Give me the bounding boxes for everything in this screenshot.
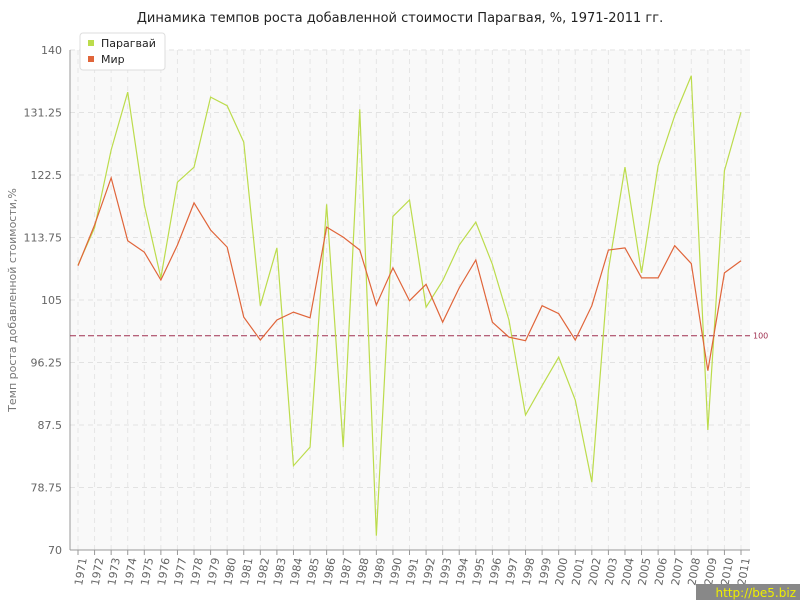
x-tick-label: 1999: [536, 557, 554, 587]
x-tick-label: 2006: [652, 557, 670, 587]
x-tick-label: 2002: [586, 557, 604, 587]
y-tick-label: 78.75: [31, 482, 63, 495]
y-tick-label: 122.5: [31, 169, 63, 182]
x-tick-label: 1992: [420, 557, 438, 587]
x-tick-label: 2003: [603, 557, 621, 587]
y-tick-label: 113.75: [24, 232, 63, 245]
x-tick-label: 1986: [321, 557, 339, 587]
x-tick-label: 1991: [404, 557, 422, 587]
x-tick-label: 1993: [437, 557, 455, 587]
legend-marker: [88, 40, 94, 46]
y-axis-label: Темп роста добавленной стоимости,%: [6, 188, 19, 413]
reference-label: 100: [753, 332, 768, 341]
legend-marker: [88, 56, 94, 62]
x-tick-label: 1984: [288, 557, 306, 587]
x-tick-label: 1974: [122, 557, 140, 587]
x-tick-label: 1998: [520, 557, 538, 587]
x-tick-label: 1972: [89, 557, 107, 587]
series-line: [77, 75, 742, 536]
x-tick-label: 2011: [735, 557, 753, 587]
watermark-bg: [696, 584, 800, 600]
x-tick-label: 2007: [669, 557, 687, 587]
x-tick-label: 2009: [702, 557, 720, 587]
x-tick-label: 2000: [553, 557, 571, 587]
x-tick-label: 2010: [719, 557, 737, 587]
y-tick-label: 96.25: [31, 357, 63, 370]
x-tick-label: 1976: [155, 557, 173, 587]
x-tick-label: 1987: [337, 557, 355, 587]
x-tick-label: 1994: [453, 557, 471, 587]
x-tick-label: 1975: [138, 557, 156, 587]
x-tick-label: 1977: [172, 557, 190, 587]
x-tick-label: 2001: [569, 557, 587, 587]
x-tick-label: 1973: [105, 557, 123, 587]
x-tick-label: 2005: [636, 557, 654, 587]
x-tick-label: 1988: [354, 557, 372, 587]
x-tick-label: 1978: [188, 557, 206, 587]
legend-label: Мир: [101, 53, 125, 66]
watermark: http://be5.biz: [716, 586, 796, 600]
x-tick-label: 1996: [487, 557, 505, 587]
x-tick-label: 2004: [619, 557, 637, 587]
x-tick-label: 1982: [254, 557, 272, 587]
x-tick-label: 1985: [304, 557, 322, 587]
y-tick-label: 70: [48, 544, 62, 557]
y-tick-label: 131.25: [24, 107, 63, 120]
legend-box: [79, 32, 166, 71]
y-tick-label: 105: [41, 294, 62, 307]
x-tick-label: 1971: [72, 557, 90, 587]
y-tick-label: 140: [41, 44, 62, 57]
x-tick-label: 1979: [205, 557, 223, 587]
y-tick-label: 87.5: [38, 419, 63, 432]
legend-label: Парагвай: [101, 37, 156, 50]
chart-title: Динамика темпов роста добавленной стоимо…: [137, 11, 663, 26]
x-tick-label: 1983: [271, 557, 289, 587]
x-tick-label: 1990: [387, 557, 405, 587]
x-tick-label: 1981: [238, 557, 256, 587]
x-tick-label: 1989: [371, 557, 389, 587]
x-tick-label: 2008: [685, 557, 703, 587]
series-line: [77, 175, 742, 371]
x-tick-label: 1995: [470, 557, 488, 587]
x-tick-label: 1997: [503, 557, 521, 587]
x-tick-label: 1980: [221, 557, 239, 587]
